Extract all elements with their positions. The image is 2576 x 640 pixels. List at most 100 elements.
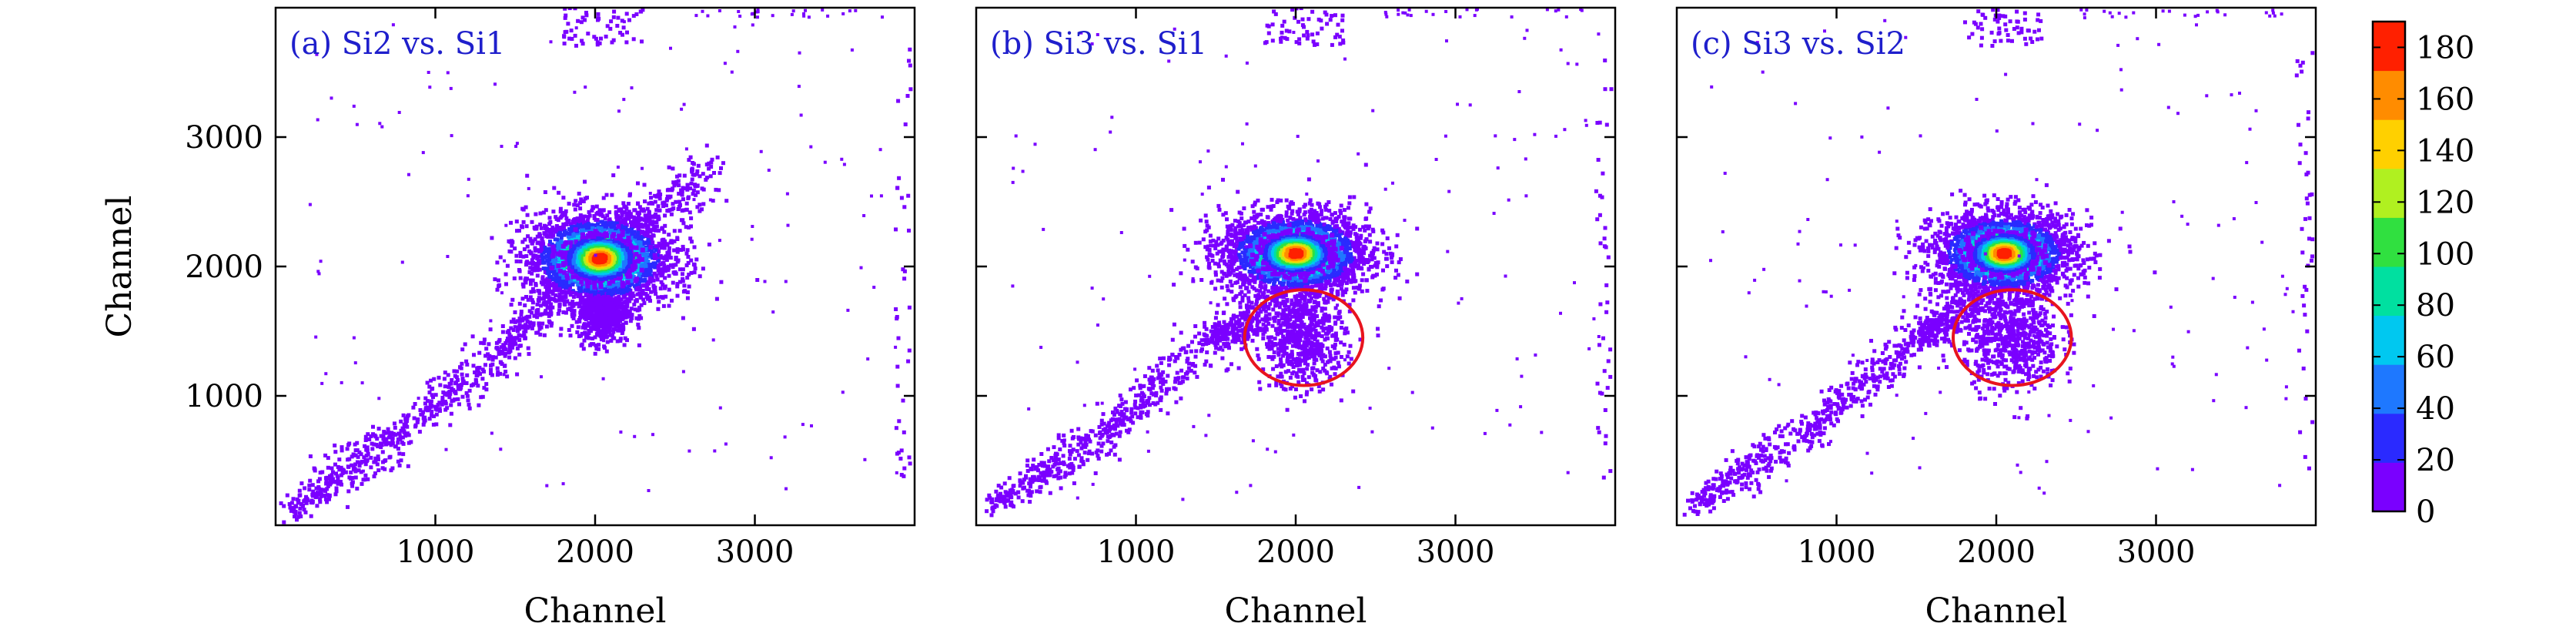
data-point [577, 223, 581, 227]
data-point [364, 454, 369, 457]
data-point [585, 307, 590, 312]
data-point [517, 317, 522, 321]
data-point [371, 424, 375, 429]
data-point [548, 309, 553, 313]
data-point [530, 300, 535, 305]
data-point [641, 297, 646, 302]
data-point [490, 355, 495, 360]
data-point [598, 297, 603, 302]
data-point [535, 256, 540, 261]
data-point [319, 490, 323, 494]
data-point [536, 264, 540, 269]
data-point [685, 296, 690, 300]
data-point [323, 489, 328, 494]
data-point [578, 201, 582, 206]
data-point [515, 325, 520, 330]
data-point [340, 445, 344, 450]
data-point [443, 384, 447, 389]
data-point [545, 278, 549, 283]
data-point [423, 401, 427, 406]
data-point [564, 222, 569, 226]
data-point [517, 301, 522, 306]
data-point [681, 221, 686, 226]
data-point [635, 211, 640, 216]
data-point [656, 250, 661, 254]
data-point [642, 218, 647, 223]
data-point [297, 488, 302, 493]
data-point [628, 192, 632, 196]
data-point [550, 289, 555, 293]
data-point [324, 497, 328, 501]
data-point [421, 410, 426, 414]
data-point [578, 213, 583, 217]
data-point [602, 297, 607, 302]
data-point [376, 444, 380, 449]
data-point [543, 255, 547, 260]
data-point [548, 232, 553, 236]
data-point [637, 273, 641, 278]
data-point [608, 333, 613, 337]
data-point [654, 248, 658, 253]
data-point [369, 455, 373, 460]
data-point [597, 208, 602, 213]
data-point [550, 244, 556, 250]
data-point [545, 282, 550, 286]
data-point [449, 411, 453, 416]
data-point [483, 363, 487, 367]
data-point [590, 323, 595, 327]
data-point [681, 197, 685, 202]
data-point [644, 224, 649, 229]
data-point [585, 302, 590, 306]
data-point [593, 351, 597, 356]
data-point [602, 226, 607, 231]
data-point [482, 337, 487, 342]
data-point [516, 329, 520, 333]
data-point [651, 223, 655, 227]
data-point [433, 404, 437, 409]
data-point [518, 343, 523, 348]
data-point [610, 234, 615, 240]
data-point [682, 283, 687, 288]
data-point [606, 295, 611, 299]
data-point [508, 343, 513, 347]
data-point [661, 283, 665, 287]
data-point [577, 239, 581, 243]
data-point [669, 212, 674, 216]
data-point [398, 437, 403, 441]
data-point [601, 300, 606, 304]
data-point [570, 225, 574, 230]
data-point [642, 301, 647, 306]
data-point [591, 280, 597, 285]
data-point [708, 174, 713, 179]
data-point [642, 183, 647, 187]
data-point [572, 203, 577, 207]
data-point [480, 377, 485, 381]
data-point [612, 221, 617, 226]
data-point [484, 387, 489, 392]
data-point [690, 166, 694, 171]
data-point [550, 229, 555, 233]
data-point [654, 244, 658, 249]
data-point [431, 422, 436, 427]
data-point [554, 227, 558, 232]
data-point [681, 267, 685, 272]
data-point [583, 330, 587, 335]
data-point [604, 315, 608, 320]
data-point [514, 259, 519, 263]
data-point [554, 283, 558, 287]
data-point [535, 273, 540, 278]
data-point [369, 465, 373, 470]
data-point [651, 219, 654, 224]
data-point [381, 434, 386, 438]
data-point [533, 249, 537, 253]
data-point [635, 292, 640, 297]
data-point [601, 291, 605, 296]
data-point [631, 235, 635, 240]
data-point [350, 463, 354, 467]
data-point [678, 203, 682, 207]
data-point [527, 320, 532, 325]
data-point [695, 184, 700, 188]
data-point [636, 202, 641, 206]
